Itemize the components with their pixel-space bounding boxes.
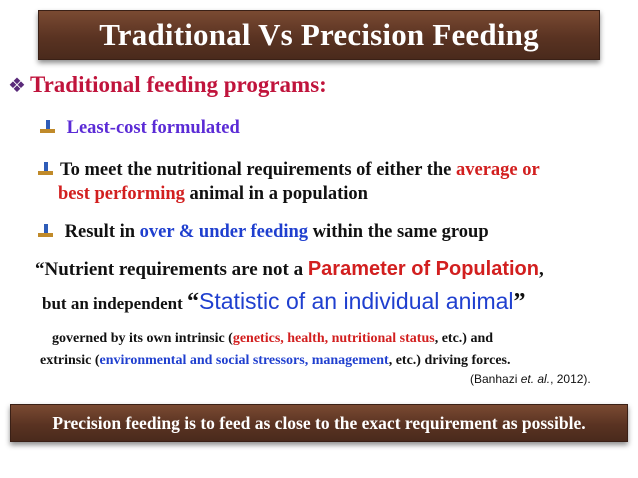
quote-mark: ” (513, 289, 526, 315)
bullet-text: To meet the nutritional requirements of … (60, 160, 456, 180)
section-heading: ❖ Traditional feeding programs: (8, 72, 327, 98)
slide-title: Traditional Vs Precision Feeding (99, 17, 539, 52)
highlight-text: Statistic of an individual animal (199, 288, 514, 314)
quote-line-1: “Nutrient requirements are not a Paramet… (35, 258, 544, 281)
bullet-over-under-feeding: Result in over & under feeding within th… (38, 220, 489, 244)
citation-italic: et. al. (520, 372, 551, 386)
highlight-text: Parameter of Population (307, 258, 539, 280)
bullet-text: within the same group (308, 222, 489, 242)
diamond-bullet-icon: ❖ (8, 73, 26, 97)
pushpin-icon (40, 120, 56, 134)
citation-text: (Banhazi (470, 372, 521, 386)
summary-text: Precision feeding is to feed as close to… (52, 412, 586, 433)
bullet-text: animal in a population (184, 184, 368, 204)
pushpin-icon (38, 162, 54, 176)
quote-line-2: but an independent “Statistic of an indi… (42, 288, 526, 316)
quote-text: but an independent (42, 294, 188, 313)
quote-text: , (538, 259, 544, 280)
bullet-text: Result in (64, 222, 140, 242)
governed-line-1: governed by its own intrinsic (genetics,… (52, 328, 493, 349)
section-heading-text: Traditional feeding programs: (29, 72, 327, 97)
bullet-nutritional-requirements: To meet the nutritional requirements of … (38, 158, 540, 206)
citation: (Banhazi et. al., 2012). (470, 372, 591, 386)
title-banner: Traditional Vs Precision Feeding (38, 10, 600, 60)
body-text: extrinsic ( (40, 353, 100, 368)
quote-text: “Nutrient requirements are not a (35, 259, 308, 280)
highlight-text: best performing (58, 184, 185, 204)
summary-banner: Precision feeding is to feed as close to… (10, 404, 628, 442)
citation-text: , 2012). (550, 372, 591, 386)
body-text: , etc.) and (434, 331, 494, 346)
highlight-text: average or (456, 160, 540, 180)
highlight-text: environmental and social stressors, mana… (99, 353, 389, 368)
quote-mark: “ (187, 289, 200, 315)
highlight-text: genetics, health, nutritional status (232, 331, 435, 346)
body-text: governed by its own intrinsic ( (52, 331, 233, 346)
body-text: , etc.) driving forces. (388, 353, 511, 368)
highlight-text: over & under feeding (139, 222, 309, 242)
bullet-least-cost: Least-cost formulated (40, 116, 240, 140)
bullet-text: Least-cost formulated (66, 118, 240, 138)
governed-line-2: extrinsic (environmental and social stre… (40, 350, 511, 371)
pushpin-icon (38, 224, 54, 238)
